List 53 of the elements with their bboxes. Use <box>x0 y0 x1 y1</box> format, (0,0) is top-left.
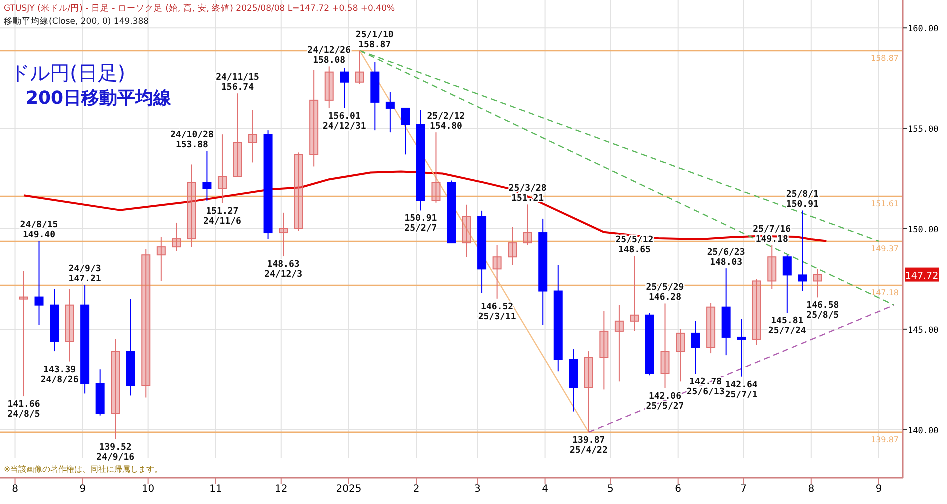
annotation: 156.01 24/12/31 <box>322 112 366 132</box>
x-tick-label: 8 <box>12 484 18 495</box>
x-tick-label: 12 <box>275 484 288 495</box>
annotation: 25/1/10 158.87 <box>356 30 394 50</box>
x-tick-label: 10 <box>142 484 155 495</box>
annotation: 24/9/3 147.21 <box>68 264 102 285</box>
annotation: 145.81 25/7/24 <box>768 316 806 337</box>
annotation: 142.78 25/6/13 <box>686 378 725 398</box>
ref-line-label: 149.37 <box>871 244 899 254</box>
x-tick-label: 11 <box>210 484 222 495</box>
text: ドル円(日足) <box>10 61 126 85</box>
ref-line-label: 139.87 <box>871 435 899 444</box>
x-tick-label: 2 <box>413 484 420 495</box>
annotation: 148.63 24/12/3 <box>264 260 303 280</box>
x-tick-label: 4 <box>542 484 548 495</box>
annotation: 24/10/28 153.88 <box>170 130 214 151</box>
ref-line-label: 151.61 <box>871 200 899 209</box>
annotation: 142.64 25/7/1 <box>725 380 758 400</box>
annotation: 25/6/23 148.03 <box>707 248 746 268</box>
annotation: 24/8/15 149.40 <box>20 220 58 241</box>
x-tick-label: 6 <box>675 484 682 495</box>
ref-line-label: 158.87 <box>871 54 899 63</box>
x-tick-label: 9 <box>876 484 882 495</box>
annotation: 143.39 24/8/26 <box>40 365 79 386</box>
annotation: 139.52 24/9/16 <box>96 443 135 464</box>
x-tick-label: 3 <box>474 484 481 495</box>
annotation: GTUSJY (米ドル/円) - 日足 - ローソク足 (始, 高, 安, 終値) 2025/08/08 L=147.72 +0.58 +0.40% <box>4 4 396 14</box>
x-tick-label: 7 <box>740 484 747 495</box>
x-tick-label: 9 <box>80 484 86 495</box>
annotation: 142.06 25/5/27 <box>646 392 684 412</box>
x-tick-label: 5 <box>608 484 614 495</box>
annotation: 146.58 25/8/5 <box>806 301 840 322</box>
y-tick-label: 160.00 <box>908 24 939 35</box>
x-tick-label: 8 <box>808 484 815 495</box>
annotation: 24/11/15 156.74 <box>216 73 260 94</box>
annotation: ※当該画像の著作権は、同社に帰属します。 <box>4 465 163 474</box>
ref-line-label: 147.18 <box>871 288 899 298</box>
text: 200日移動平均線 <box>26 88 173 109</box>
y-tick-label: 150.00 <box>908 226 939 236</box>
y-tick-label: 155.00 <box>908 125 939 136</box>
y-tick-label: 140.00 <box>908 426 939 436</box>
annotation: 147.72 <box>905 268 939 282</box>
annotation: 150.91 25/2/7 <box>404 214 438 234</box>
annotation: 25/2/12 154.80 <box>427 112 466 132</box>
annotation: 25/5/29 146.28 <box>646 283 684 304</box>
annotation: 147.72 <box>905 270 939 282</box>
annotation: 141.66 24/8/5 <box>8 400 40 420</box>
annotation: 146.52 25/3/11 <box>478 302 516 322</box>
x-tick-label: 2025 <box>336 484 362 495</box>
annotation: 139.87 25/4/22 <box>570 436 608 456</box>
annotation: 移動平均線(Close, 200, 0) 149.388 <box>4 17 150 27</box>
y-tick-label: 145.00 <box>908 326 939 336</box>
annotation: 151.27 24/11/6 <box>204 207 242 227</box>
